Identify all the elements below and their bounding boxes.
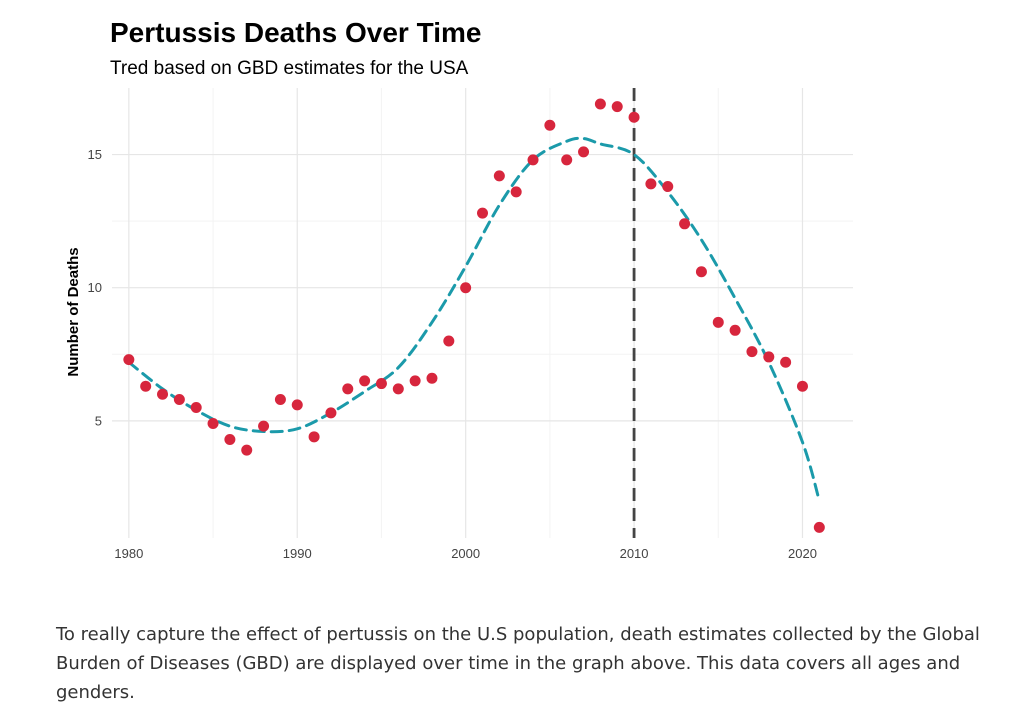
chart-title: Pertussis Deaths Over Time <box>110 17 481 48</box>
data-point <box>679 218 691 230</box>
data-point <box>342 383 354 395</box>
x-tick-label: 1990 <box>283 546 312 561</box>
data-point <box>325 407 337 419</box>
data-point <box>746 346 758 358</box>
chart-svg: 1980 1990 2000 2010 2020 5 10 15 Pertussis Deat… <box>65 17 853 561</box>
trend-line <box>127 136 821 503</box>
x-tick-label: 2010 <box>620 546 649 561</box>
data-point <box>813 521 825 533</box>
x-tick-label: 2020 <box>788 546 817 561</box>
data-point <box>241 444 253 456</box>
data-point <box>173 394 185 406</box>
data-point <box>224 433 236 445</box>
data-point <box>157 388 169 400</box>
chart-caption: To really capture the effect of pertussi… <box>56 624 980 703</box>
data-point <box>578 146 590 158</box>
data-point <box>409 375 421 387</box>
data-point <box>477 207 488 219</box>
ticks-layer: 1980 1990 2000 2010 2020 5 10 15 <box>88 147 817 561</box>
chart-subtitle: Tred based on GBD estimates for the USA <box>110 58 469 79</box>
trend-layer <box>127 136 821 503</box>
data-point <box>796 380 808 392</box>
data-point <box>544 119 556 131</box>
data-point <box>611 101 623 113</box>
y-axis-label: Number of Deaths <box>65 247 82 376</box>
data-point <box>561 154 573 166</box>
data-point <box>359 375 371 387</box>
data-point <box>258 420 270 432</box>
data-point <box>190 402 202 414</box>
data-point <box>392 383 404 395</box>
data-point <box>695 266 707 278</box>
y-tick-label: 10 <box>88 280 102 295</box>
data-point <box>594 98 606 110</box>
data-point <box>140 380 152 392</box>
data-point <box>308 431 320 443</box>
data-point <box>763 351 775 363</box>
data-point <box>443 335 455 347</box>
data-point <box>460 282 472 294</box>
data-point <box>123 354 135 366</box>
x-tick-label: 2000 <box>451 546 480 561</box>
x-tick-label: 1980 <box>114 546 143 561</box>
data-point <box>291 399 303 411</box>
data-point <box>527 154 539 166</box>
data-point <box>207 418 219 430</box>
data-point <box>729 324 741 336</box>
data-point <box>510 186 522 198</box>
data-point <box>645 178 657 190</box>
chart: 1980 1990 2000 2010 2020 5 10 15 Pertussis Deat… <box>65 17 853 561</box>
data-point <box>426 372 438 384</box>
data-point <box>274 394 286 406</box>
data-point <box>712 316 724 328</box>
data-point <box>493 170 505 182</box>
y-tick-label: 5 <box>95 413 102 428</box>
data-point <box>780 356 792 368</box>
points-layer <box>123 98 825 533</box>
data-point <box>662 181 674 193</box>
data-point <box>628 111 640 123</box>
y-tick-label: 15 <box>88 147 102 162</box>
data-point <box>375 378 387 390</box>
